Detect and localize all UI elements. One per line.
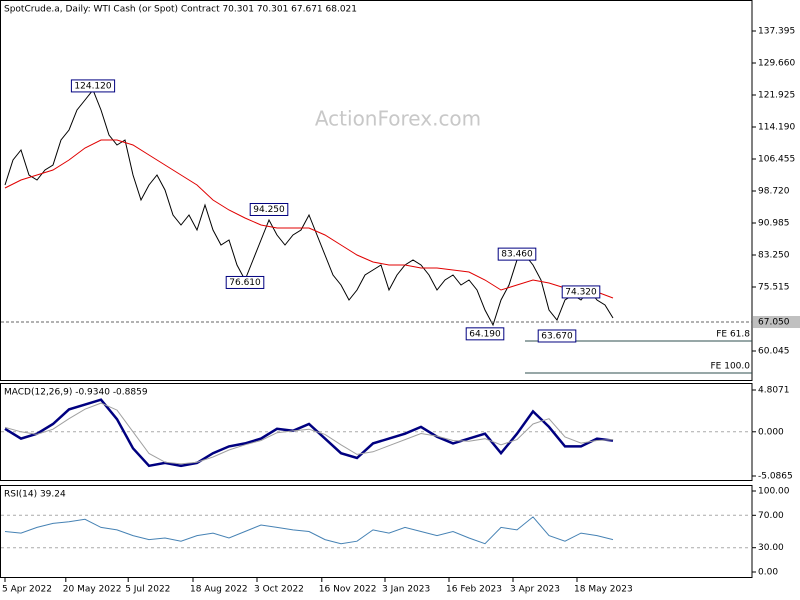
price-annotation: 83.460	[497, 247, 537, 261]
price-annotation: 74.320	[561, 285, 601, 299]
x-tick-label: 16 Nov 2022	[319, 585, 377, 595]
x-tick-label: 16 Feb 2023	[446, 585, 502, 595]
price-annotation: 124.120	[70, 79, 116, 93]
x-tick-label: 20 May 2022	[63, 585, 122, 595]
panel-title: SpotCrude.a, Daily: WTI Cash (or Spot) C…	[4, 5, 357, 15]
price-annotation: 94.250	[249, 202, 289, 216]
annotation-label: 63.670	[541, 331, 573, 341]
annotation-box	[561, 285, 601, 299]
y-tick-label: 106.455	[758, 154, 795, 164]
x-tick-label: 3 Jan 2023	[382, 585, 430, 595]
y-tick-label: 75.515	[758, 282, 790, 292]
y-tick-label: 0.00	[758, 568, 778, 578]
annotation-label: 94.250	[253, 205, 285, 215]
y-tick-label: 0.000	[758, 427, 784, 437]
panel-title: MACD(12,26,9) -0.9340 -0.8859	[4, 388, 148, 398]
annotation-label: 74.320	[565, 287, 597, 297]
y-tick-label: 129.660	[758, 59, 795, 69]
x-tick-label: 3 Oct 2022	[254, 585, 304, 595]
x-tick-label: 18 May 2023	[574, 585, 633, 595]
price-annotation: 76.610	[225, 275, 265, 289]
annotation-box	[465, 327, 505, 341]
y-tick-label: 114.190	[758, 123, 795, 133]
fib-label: FE 61.8	[716, 329, 750, 339]
fib-label: FE 100.0	[711, 361, 751, 371]
annotation-box	[225, 275, 265, 289]
y-tick-label: 100.00	[758, 486, 790, 496]
y-tick-label: -5.0865	[758, 471, 793, 481]
panel-title: RSI(14) 39.24	[4, 490, 66, 500]
y-tick-label: 83.250	[758, 250, 790, 260]
x-tick-label: 5 Apr 2022	[2, 585, 52, 595]
y-tick-label: 90.985	[758, 218, 790, 228]
annotation-label: 124.120	[74, 81, 111, 91]
annotation-box	[70, 79, 116, 93]
series-line	[4, 398, 614, 468]
annotation-box	[249, 202, 289, 216]
annotation-label: 76.610	[229, 278, 261, 288]
series-line	[4, 139, 614, 299]
annotation-box	[497, 247, 537, 261]
y-tick-label: 98.720	[758, 186, 790, 196]
last-price-box	[753, 316, 800, 329]
x-tick-label: 3 Apr 2023	[510, 585, 560, 595]
series-line	[4, 516, 614, 545]
y-tick-label: 121.925	[758, 91, 795, 101]
y-tick-label: 30.00	[758, 543, 784, 553]
panel-frame	[0, 485, 753, 578]
annotation-label: 83.460	[501, 250, 533, 260]
y-tick-label: 60.045	[758, 346, 790, 356]
watermark: ActionForex.com	[315, 107, 481, 131]
x-tick-label: 5 Jul 2022	[125, 585, 170, 595]
x-tick-label: 18 Aug 2022	[190, 585, 248, 595]
series-line	[4, 89, 614, 327]
last-price-label: 67.050	[758, 318, 790, 328]
y-tick-label: 70.00	[758, 511, 784, 521]
annotation-box	[537, 329, 577, 343]
price-annotation: 63.670	[537, 329, 577, 343]
series-line	[4, 402, 614, 465]
y-tick-label: 4.8071	[758, 385, 790, 395]
price-annotation: 64.190	[465, 327, 505, 341]
y-tick-label: 137.395	[758, 27, 795, 37]
annotation-label: 64.190	[469, 329, 501, 339]
